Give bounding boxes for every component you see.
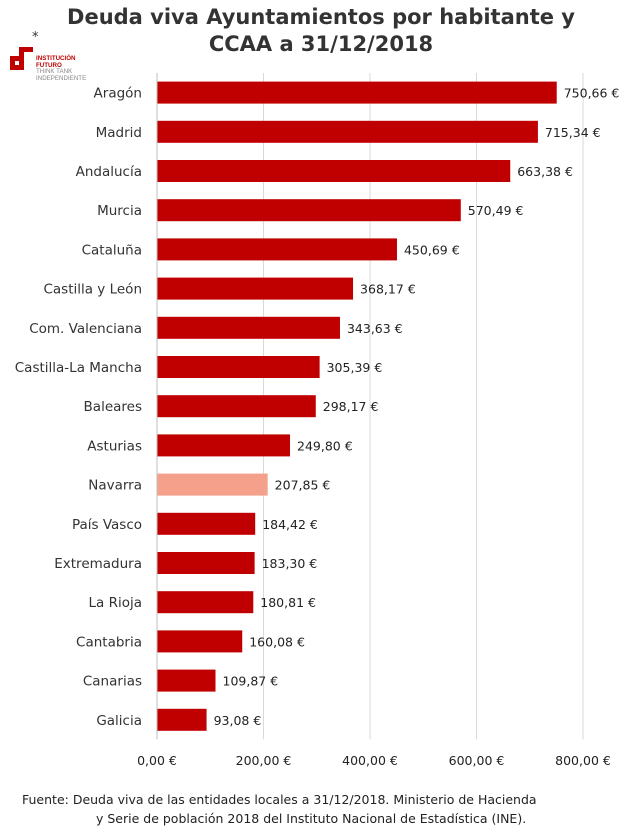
bar-1: [157, 120, 538, 143]
value-label-12: 183,30 €: [262, 556, 318, 571]
logo-text-line-4: INDEPENDIENTE: [36, 74, 87, 82]
category-label-2: Andalucía: [76, 164, 142, 180]
category-label-11: País Vasco: [72, 517, 142, 533]
category-label-0: Aragón: [94, 86, 142, 102]
logo-star-icon: *: [32, 30, 39, 45]
bar-chart: Aragón 750,66 € Madrid 715,34 € Andalucía 663…: [15, 73, 620, 768]
value-label-7: 305,39 €: [327, 360, 383, 375]
value-label-6: 343,63 €: [347, 321, 403, 336]
bar-13: [157, 591, 254, 614]
x-tick-label-1: 200,00 €: [236, 753, 292, 768]
chart-title: Deuda viva Ayuntamientos por habitante y…: [0, 4, 642, 58]
x-tick-label-3: 600,00 €: [449, 753, 505, 768]
category-label-8: Baleares: [84, 399, 142, 415]
x-tick-label-2: 400,00 €: [342, 753, 398, 768]
bar-16: [157, 708, 207, 731]
logo-text-line-1: INSTITUCIÓN: [36, 55, 76, 62]
value-label-16: 93,08 €: [214, 713, 262, 728]
chart-title-line-2: CCAA a 31/12/2018: [208, 32, 434, 56]
source-line-2: y Serie de población 2018 del Instituto …: [96, 811, 527, 826]
logo-text-line-3: THINK TANK: [36, 68, 73, 76]
logo-text-line-2: FUTURO: [36, 61, 62, 69]
bar-11: [157, 512, 256, 535]
x-tick-label-4: 800,00 €: [555, 753, 611, 768]
bar-3: [157, 199, 461, 222]
category-label-16: Galicia: [96, 713, 142, 729]
bar-8: [157, 395, 316, 418]
value-label-0: 750,66 €: [564, 86, 620, 101]
logo-text: INSTITUCIÓN FUTURO THINK TANK INDEPENDIE…: [36, 55, 87, 82]
category-label-15: Canarias: [83, 674, 142, 690]
category-label-13: La Rioja: [89, 595, 143, 611]
institucion-futuro-logo: * INSTITUCIÓN FUTURO THINK TANK INDEPEND…: [10, 30, 110, 84]
category-label-9: Asturias: [87, 438, 142, 454]
bar-15: [157, 669, 216, 692]
source-line-1: Fuente: Deuda viva de las entidades loca…: [22, 792, 537, 807]
category-label-5: Castilla y León: [43, 282, 142, 298]
bar-14: [157, 630, 243, 653]
category-label-12: Extremadura: [54, 556, 142, 572]
value-label-2: 663,38 €: [517, 164, 573, 179]
category-label-14: Cantabria: [76, 634, 142, 650]
source-note: Fuente: Deuda viva de las entidades loca…: [0, 790, 642, 828]
value-label-13: 180,81 €: [260, 595, 316, 610]
value-label-15: 109,87 €: [223, 674, 279, 689]
category-label-10: Navarra: [88, 478, 142, 494]
value-label-8: 298,17 €: [323, 399, 379, 414]
bar-0: [157, 81, 557, 104]
bar-5: [157, 277, 354, 300]
value-label-1: 715,34 €: [545, 125, 601, 140]
bar-10: [157, 473, 268, 496]
value-label-3: 570,49 €: [468, 203, 524, 218]
value-label-10: 207,85 €: [275, 478, 331, 493]
category-label-7: Castilla-La Mancha: [15, 360, 142, 376]
value-label-14: 160,08 €: [249, 634, 305, 649]
category-label-6: Com. Valenciana: [29, 321, 142, 337]
bar-2: [157, 160, 511, 182]
category-label-4: Cataluña: [82, 242, 142, 258]
bar-7: [157, 356, 320, 378]
bar-4: [157, 238, 397, 261]
category-label-3: Murcia: [97, 203, 142, 219]
value-label-5: 368,17 €: [360, 282, 416, 297]
bar-12: [157, 552, 255, 574]
chart-title-line-1: Deuda viva Ayuntamientos por habitante y: [67, 5, 575, 29]
category-label-1: Madrid: [96, 125, 142, 141]
value-label-4: 450,69 €: [404, 242, 460, 257]
value-label-9: 249,80 €: [297, 438, 353, 453]
logo-mark-icon: [10, 47, 33, 70]
bar-9: [157, 434, 291, 457]
bar-6: [157, 316, 340, 339]
value-label-11: 184,42 €: [262, 517, 318, 532]
x-tick-label-0: 0,00 €: [137, 753, 177, 768]
